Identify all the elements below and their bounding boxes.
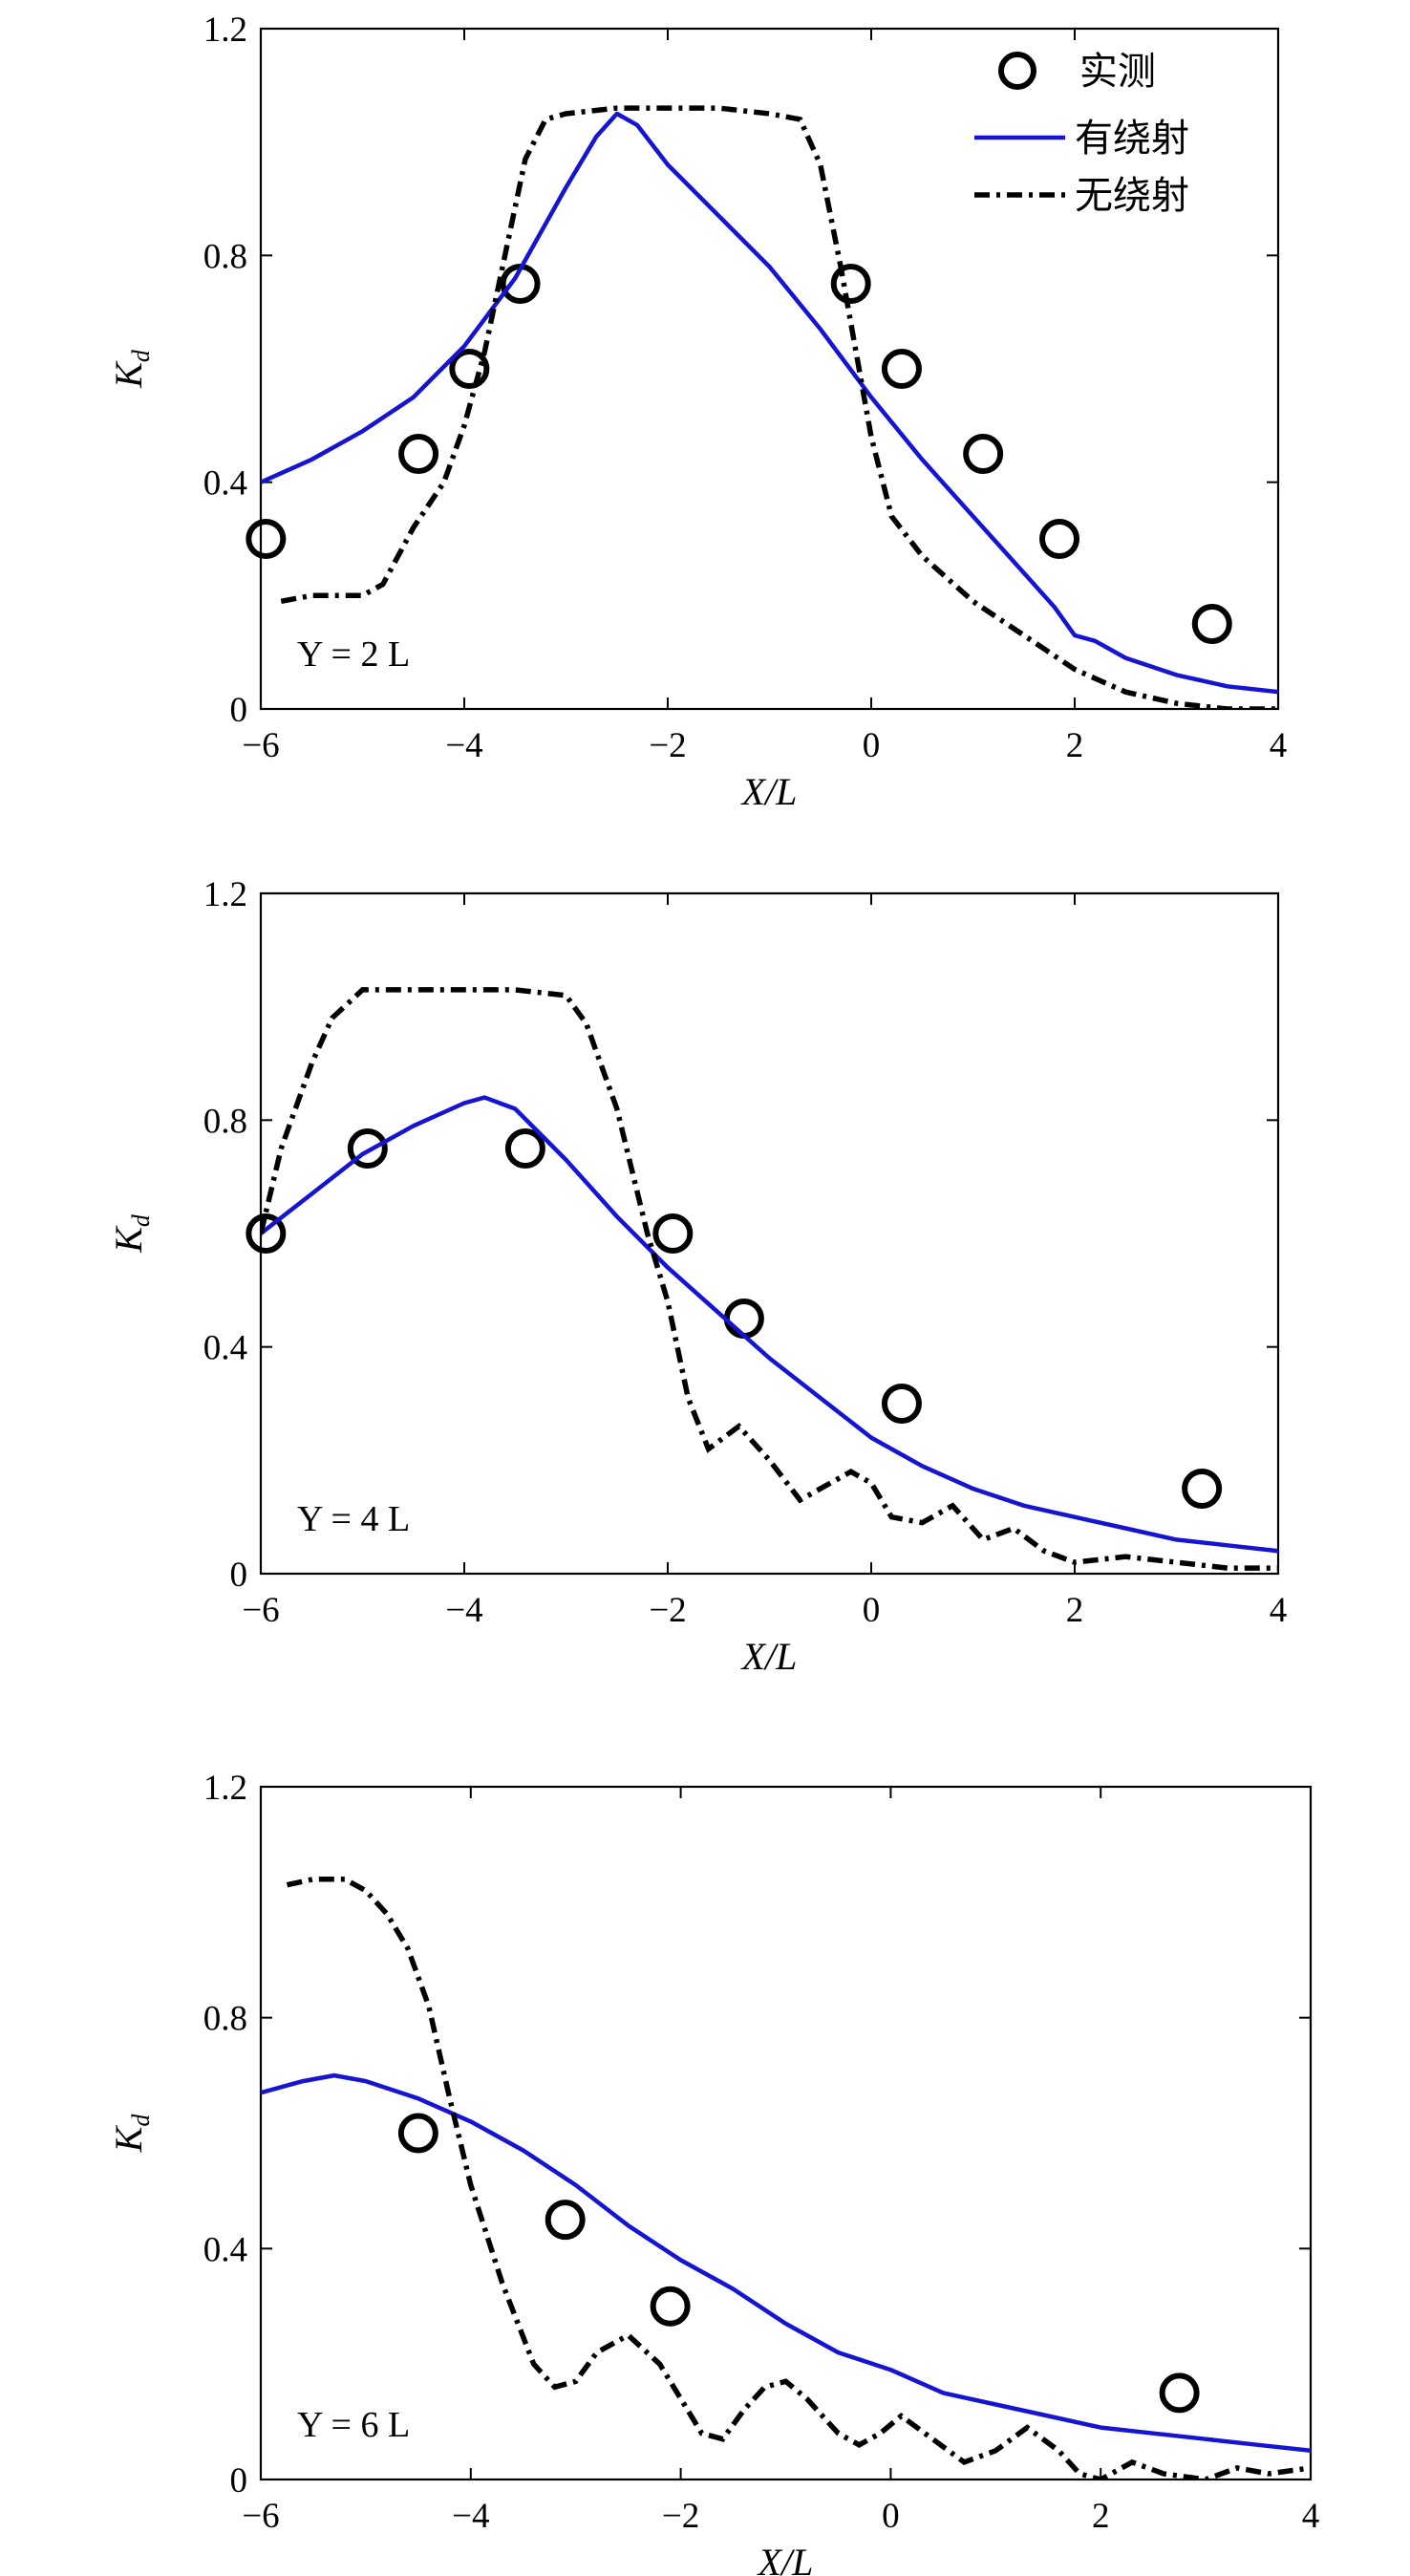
y-tick-label: 0.4 <box>203 1329 247 1368</box>
panel-annotation: Y = 4 L <box>297 1499 410 1539</box>
x-tick-label: −6 <box>242 726 279 765</box>
legend-measured-label: 实测 <box>1079 50 1156 94</box>
measured-point <box>881 1384 922 1424</box>
without-diffraction-line <box>280 105 1278 709</box>
measured-point <box>504 1128 545 1169</box>
y-axis-label-main: K <box>107 2124 150 2153</box>
y-axis-label: Kd <box>107 349 155 389</box>
panel-annotation: Y = 2 L <box>297 634 410 675</box>
measured-point <box>1039 519 1080 559</box>
x-tick-label: −4 <box>445 1591 482 1630</box>
measured-point <box>347 1128 388 1169</box>
y-tick-label: 0.8 <box>203 237 247 276</box>
measured-point <box>449 349 490 389</box>
x-tick-label: 4 <box>1302 2497 1320 2536</box>
y-tick-label: 1.2 <box>203 1769 247 1808</box>
y-tick-label: 0 <box>230 1556 248 1595</box>
x-axis-label: X/L <box>757 2541 814 2576</box>
y-tick-label: 0.8 <box>203 2000 247 2039</box>
x-tick-label: 2 <box>1066 726 1084 765</box>
without-diffraction-line <box>261 987 1278 1571</box>
legend-measured-marker <box>998 52 1036 90</box>
measured-point <box>246 519 287 559</box>
y-tick-label: 0.8 <box>203 1102 247 1141</box>
measured-point <box>650 2286 691 2327</box>
x-tick-label: 4 <box>1270 726 1288 765</box>
y-tick-label: 0 <box>230 2461 248 2501</box>
plot-frame <box>259 1785 1313 2481</box>
without-diffraction-line <box>286 1876 1311 2479</box>
measured-point <box>397 2113 438 2154</box>
x-tick-label: −6 <box>242 1591 279 1630</box>
with-diffraction-line <box>261 1095 1278 1554</box>
y-axis-label-sub: d <box>127 2114 155 2127</box>
y-axis-label-sub: d <box>127 1213 155 1227</box>
x-tick-label: 2 <box>1066 1591 1084 1630</box>
y-tick-label: 0.4 <box>203 2230 247 2269</box>
x-tick-label: −2 <box>649 1591 686 1630</box>
x-tick-label: −4 <box>452 2497 489 2536</box>
y-tick-label: 1.2 <box>203 875 247 914</box>
x-tick-label: 4 <box>1270 1591 1288 1630</box>
measured-point <box>1191 604 1232 644</box>
measured-point <box>1159 2372 1200 2414</box>
plot-frame <box>259 891 1280 1576</box>
measured-point <box>246 1213 287 1254</box>
x-tick-label: −2 <box>662 2497 699 2536</box>
x-tick-label: 0 <box>882 2497 900 2536</box>
x-tick-label: 0 <box>863 1591 881 1630</box>
plot-frame <box>259 27 1280 711</box>
measured-point <box>830 264 871 304</box>
with-diffraction-line <box>261 2072 1311 2454</box>
y-axis-label: Kd <box>107 1213 155 1254</box>
y-axis-label-main: K <box>107 360 150 389</box>
x-tick-label: −2 <box>649 726 686 765</box>
measured-point <box>545 2200 586 2241</box>
x-axis-label: X/L <box>740 1635 798 1678</box>
x-axis-label: X/L <box>740 770 798 813</box>
legend-with-diffraction-label: 有绕射 <box>1075 117 1189 161</box>
measured-point <box>723 1299 764 1339</box>
y-axis-label-main: K <box>107 1225 150 1254</box>
legend-without-diffraction-label: 无绕射 <box>1075 174 1189 218</box>
y-tick-label: 1.2 <box>203 11 247 50</box>
x-tick-label: −4 <box>445 726 482 765</box>
measured-point <box>1182 1469 1223 1509</box>
y-axis-label: Kd <box>107 2114 155 2154</box>
with-diffraction-line <box>261 111 1278 695</box>
x-tick-label: 2 <box>1092 2497 1110 2536</box>
panel-annotation: Y = 6 L <box>297 2405 410 2445</box>
y-axis-label-sub: d <box>127 349 155 362</box>
measured-point <box>398 434 439 474</box>
measured-point <box>881 349 922 389</box>
measured-point <box>963 434 1004 474</box>
chart-panel-y4l: −6 −4 −2 0 2 4 0 0.4 0.8 1.2 X/L Kd Y = 4 L <box>107 875 1287 1678</box>
y-tick-label: 0 <box>230 691 248 730</box>
chart-panel-y6l: −6 −4 −2 0 2 4 0 0.4 0.8 1.2 X/L Kd Y = 6 L <box>107 1769 1319 2576</box>
x-tick-label: −6 <box>242 2497 279 2536</box>
measured-point <box>652 1213 694 1254</box>
y-tick-label: 0.4 <box>203 464 247 504</box>
x-tick-label: 0 <box>863 726 881 765</box>
